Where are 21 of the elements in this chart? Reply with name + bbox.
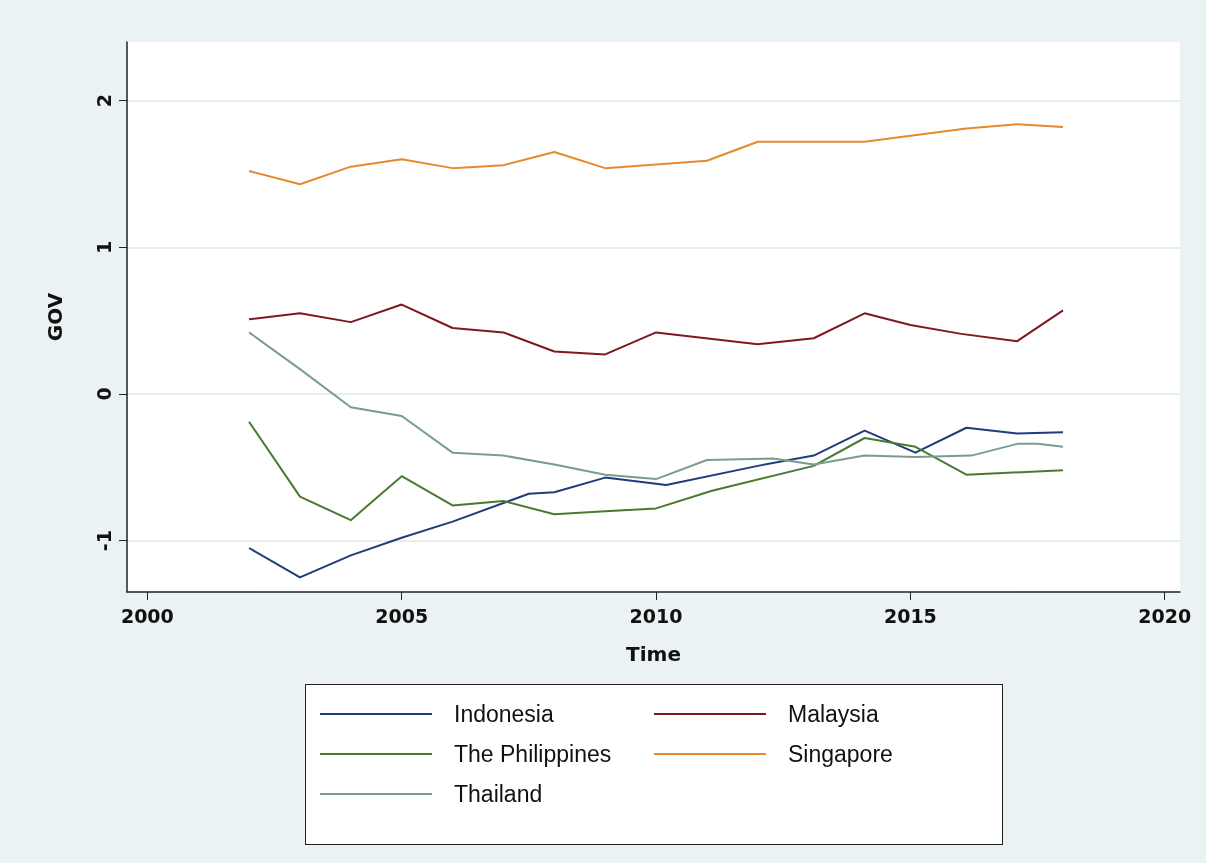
legend-label: Malaysia [788,700,879,728]
legend-label: Indonesia [454,700,554,728]
line-series [248,420,1064,522]
line-series [248,123,1064,186]
legend-label: Thailand [454,780,543,808]
x-axis-title: Time [626,642,681,666]
line-series [248,426,1064,579]
legend-label: Singapore [788,740,893,768]
x-tick-label: 2010 [629,604,683,627]
y-tick-label: 0 [92,387,115,401]
x-tick-label: 2000 [120,604,174,627]
y-tick-label: 1 [92,240,115,254]
y-tick-label: 2 [92,94,115,108]
x-tick-label: 2020 [1138,604,1192,627]
y-axis-title: GOV [43,292,67,342]
x-tick-label: 2015 [883,604,937,627]
legend-label: The Philippines [454,740,612,768]
x-tick-label: 2005 [375,604,429,627]
line-series [248,303,1064,356]
y-tick-label: -1 [92,530,115,552]
line-series [248,331,1064,481]
